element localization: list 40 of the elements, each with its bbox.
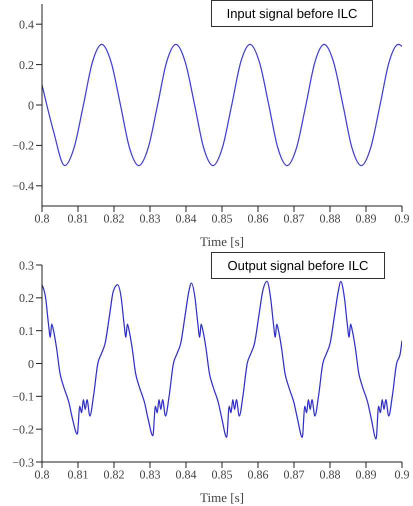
x-tick-label: 0.87 bbox=[284, 212, 304, 226]
x-tick-label: 0.87 bbox=[284, 468, 304, 482]
y-tick-label: −0.2 bbox=[12, 138, 34, 153]
x-tick-label: 0.9 bbox=[394, 468, 410, 482]
x-axis-title: Time [s] bbox=[200, 234, 244, 249]
x-tick-label: 0.85 bbox=[212, 468, 232, 482]
y-tick-label: 0.2 bbox=[19, 58, 34, 72]
x-tick-label: 0.88 bbox=[320, 468, 340, 482]
x-tick-label: 0.8 bbox=[34, 212, 50, 226]
x-tick-label: 0.82 bbox=[104, 212, 124, 226]
y-tick-label: −0.3 bbox=[12, 455, 34, 470]
y-tick-label: 0.1 bbox=[19, 324, 34, 338]
x-tick-label: 0.84 bbox=[176, 468, 196, 482]
x-tick-label: 0.8 bbox=[34, 468, 50, 482]
y-tick-label: −0.4 bbox=[12, 179, 34, 194]
x-tick-label: 0.9 bbox=[394, 212, 410, 226]
x-tick-label: 0.81 bbox=[68, 212, 88, 226]
y-tick-label: 0 bbox=[28, 356, 34, 371]
x-tick-label: 0.83 bbox=[140, 212, 160, 226]
line-series bbox=[42, 280, 402, 440]
x-tick-label: 0.89 bbox=[356, 468, 376, 482]
x-tick-label: 0.82 bbox=[104, 468, 124, 482]
x-tick-label: 0.84 bbox=[176, 212, 196, 226]
x-tick-label: 0.88 bbox=[320, 212, 340, 226]
chart-title: Input signal before ILC bbox=[211, 0, 373, 27]
y-tick-label: 0 bbox=[28, 98, 34, 112]
y-tick-label: 0.2 bbox=[19, 291, 34, 306]
y-tick-label: 0.4 bbox=[19, 17, 34, 32]
y-tick-label: −0.2 bbox=[12, 422, 34, 436]
x-tick-label: 0.86 bbox=[248, 468, 268, 482]
x-tick-label: 0.86 bbox=[248, 212, 268, 226]
x-axis-title: Time [s] bbox=[200, 490, 244, 505]
x-tick-label: 0.83 bbox=[140, 468, 160, 482]
x-tick-label: 0.85 bbox=[212, 212, 232, 226]
chart-title: Output signal before ILC bbox=[211, 252, 385, 279]
x-tick-label: 0.81 bbox=[68, 468, 88, 482]
y-tick-label: 0.3 bbox=[19, 258, 34, 272]
y-tick-label: −0.1 bbox=[12, 390, 34, 404]
line-series bbox=[42, 44, 402, 166]
x-tick-label: 0.89 bbox=[356, 212, 376, 226]
